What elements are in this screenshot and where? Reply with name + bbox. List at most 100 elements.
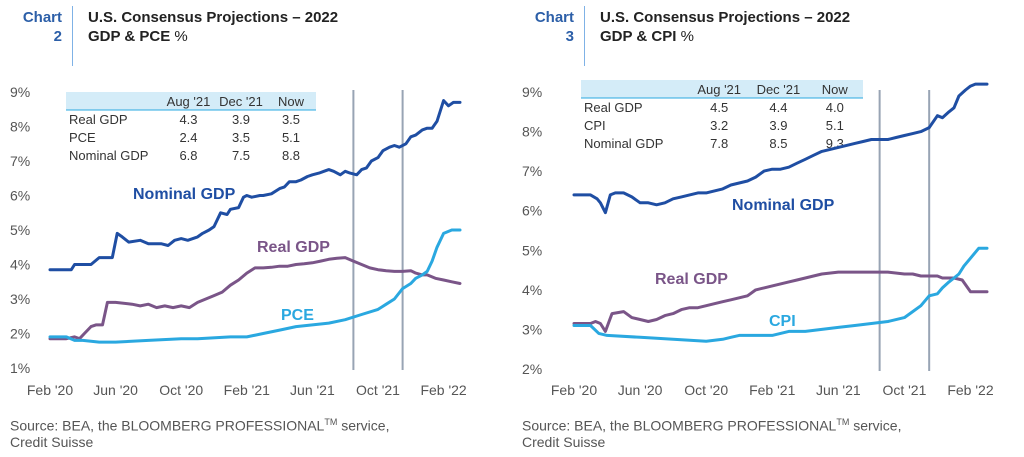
series-line bbox=[572, 246, 989, 343]
y-tick-label: 3% bbox=[522, 321, 542, 337]
y-tick-label: 5% bbox=[522, 242, 542, 258]
table-cell: 4.5 bbox=[710, 100, 728, 115]
table-header-cell: Dec '21 bbox=[757, 82, 801, 97]
x-tick-label: Feb '20 bbox=[551, 382, 597, 398]
chart-tag: Chart 3 bbox=[522, 8, 574, 46]
line-chart: 1% 2% 3% 4% 5% 6% 7% 8% 9% Feb '20 Jun '20 Oct '20 F… bbox=[10, 84, 467, 398]
chart-title-line1: U.S. Consensus Projections – 2022 bbox=[88, 9, 339, 26]
table-cell: 7.8 bbox=[710, 136, 728, 151]
table-cell: PCE bbox=[69, 130, 96, 145]
table-cell: 4.4 bbox=[769, 100, 787, 115]
trademark: TM bbox=[836, 417, 850, 427]
source-note: Source: BEA, the BLOOMBERG PROFESSIONALT… bbox=[522, 414, 901, 450]
x-tick-label: Jun '21 bbox=[290, 382, 335, 398]
chart-title-line1: U.S. Consensus Projections – 2022 bbox=[600, 9, 851, 26]
line-chart: 2% 3% 4% 5% 6% 7% 8% 9% Feb '20 Jun '20 Oct '20 Feb… bbox=[522, 80, 994, 398]
source-text-line2: Credit Suisse bbox=[522, 433, 606, 450]
source-text-line2: Credit Suisse bbox=[10, 433, 94, 450]
table-header-cell: Now bbox=[278, 94, 305, 109]
chart-tag-number: 3 bbox=[565, 28, 574, 45]
chart-tag: Chart 2 bbox=[10, 8, 62, 46]
y-tick-label: 6% bbox=[10, 188, 30, 204]
source-note: Source: BEA, the BLOOMBERG PROFESSIONALT… bbox=[10, 414, 389, 450]
y-tick-label: 4% bbox=[10, 257, 30, 273]
source-text: Source: BEA, the BLOOMBERG PROFESSIONAL bbox=[10, 417, 325, 434]
y-tick-label: 7% bbox=[10, 153, 30, 169]
table-cell: 4.0 bbox=[826, 100, 844, 115]
chart-title: U.S. Consensus Projections – 2022 GDP & … bbox=[600, 8, 850, 46]
chart-title-line2: GDP & PCE bbox=[88, 28, 171, 45]
series-line bbox=[572, 82, 989, 215]
y-tick-label: 9% bbox=[522, 84, 542, 100]
tag-divider bbox=[72, 6, 73, 66]
series-label: Real GDP bbox=[257, 239, 330, 256]
table-cell: 8.5 bbox=[769, 136, 787, 151]
series-label: PCE bbox=[281, 307, 314, 324]
chart-title-unit: % bbox=[174, 28, 188, 45]
x-tick-label: Feb '22 bbox=[947, 382, 993, 398]
series-line bbox=[48, 99, 462, 272]
series-line bbox=[48, 228, 462, 344]
y-tick-label: 1% bbox=[10, 360, 30, 376]
table-cell: 3.9 bbox=[232, 112, 250, 127]
y-tick-label: 9% bbox=[10, 84, 30, 100]
source-text: Source: BEA, the BLOOMBERG PROFESSIONAL bbox=[522, 417, 837, 434]
table-header-cell: Dec '21 bbox=[219, 94, 263, 109]
series-label: Real GDP bbox=[655, 271, 728, 288]
table-cell: 8.8 bbox=[282, 148, 300, 163]
table-cell: Nominal GDP bbox=[69, 148, 148, 163]
y-tick-label: 8% bbox=[522, 124, 542, 140]
table-cell: 6.8 bbox=[179, 148, 197, 163]
y-tick-label: 8% bbox=[10, 119, 30, 135]
table-header-bg bbox=[581, 80, 863, 98]
trademark: TM bbox=[324, 417, 338, 427]
table-header-cell: Now bbox=[822, 82, 849, 97]
chart-title-line2: GDP & CPI bbox=[600, 28, 677, 45]
series-label: Nominal GDP bbox=[732, 197, 835, 214]
x-tick-label: Feb '20 bbox=[27, 382, 73, 398]
chart-title-unit: % bbox=[680, 28, 694, 45]
table-header-bg bbox=[66, 92, 316, 110]
x-tick-label: Feb '22 bbox=[420, 382, 466, 398]
x-tick-label: Oct '20 bbox=[159, 382, 203, 398]
table-cell: 4.3 bbox=[179, 112, 197, 127]
table-cell: CPI bbox=[584, 118, 606, 133]
chart-panel-3: Chart 3 U.S. Consensus Projections – 202… bbox=[512, 0, 1024, 457]
y-tick-label: 2% bbox=[10, 326, 30, 342]
chart-panel-2: Chart 2 U.S. Consensus Projections – 202… bbox=[10, 6, 467, 450]
table-cell: Real GDP bbox=[69, 112, 128, 127]
table-cell: 3.9 bbox=[769, 118, 787, 133]
table-cell: 5.1 bbox=[826, 118, 844, 133]
x-tick-label: Jun '21 bbox=[816, 382, 861, 398]
series-line bbox=[48, 256, 462, 341]
y-tick-label: 5% bbox=[10, 222, 30, 238]
y-tick-label: 3% bbox=[10, 291, 30, 307]
table-cell: 3.2 bbox=[710, 118, 728, 133]
table-header-cell: Aug '21 bbox=[697, 82, 741, 97]
table-cell: 3.5 bbox=[282, 112, 300, 127]
table-cell: 5.1 bbox=[282, 130, 300, 145]
y-tick-label: 2% bbox=[522, 361, 542, 377]
source-text-end: service, bbox=[849, 417, 902, 434]
y-tick-label: 4% bbox=[522, 282, 542, 298]
x-tick-label: Oct '20 bbox=[684, 382, 728, 398]
y-tick-label: 6% bbox=[522, 203, 542, 219]
series-label: CPI bbox=[769, 313, 796, 330]
table-header-cell: Aug '21 bbox=[167, 94, 211, 109]
table-cell: 3.5 bbox=[232, 130, 250, 145]
table-cell: Real GDP bbox=[584, 100, 643, 115]
x-tick-label: Jun '20 bbox=[93, 382, 138, 398]
tag-divider bbox=[584, 6, 585, 66]
x-tick-label: Feb '21 bbox=[749, 382, 795, 398]
x-tick-label: Oct '21 bbox=[356, 382, 400, 398]
x-tick-label: Oct '21 bbox=[882, 382, 926, 398]
series-line bbox=[572, 270, 989, 333]
chart-title: U.S. Consensus Projections – 2022 GDP & … bbox=[88, 8, 338, 46]
chart-tag-word: Chart bbox=[22, 9, 62, 26]
chart-tag-number: 2 bbox=[53, 28, 62, 45]
y-tick-label: 7% bbox=[522, 163, 542, 179]
x-tick-label: Jun '20 bbox=[618, 382, 663, 398]
source-text-end: service, bbox=[337, 417, 390, 434]
table-cell: Nominal GDP bbox=[584, 136, 663, 151]
table-cell: 2.4 bbox=[179, 130, 197, 145]
